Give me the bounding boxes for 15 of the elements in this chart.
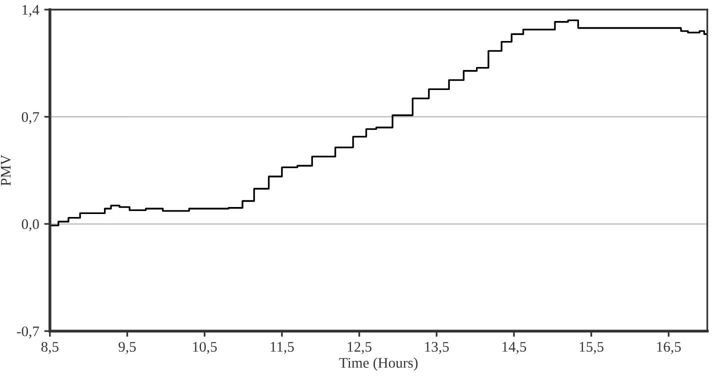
x-tick-label: 15,5 xyxy=(580,342,604,354)
x-axis-title: Time (Hours) xyxy=(339,358,418,371)
x-tick-label: 9,5 xyxy=(118,342,136,354)
x-tick-label: 11,5 xyxy=(270,342,294,354)
y-tick-label: -0,7 xyxy=(16,326,40,338)
x-tick-label: 10,5 xyxy=(193,342,217,354)
x-tick-label: 12,5 xyxy=(348,342,372,354)
y-tick-label: 0,0 xyxy=(22,219,39,232)
x-tick-label: 16,5 xyxy=(657,342,681,354)
y-tick-label: 1,4 xyxy=(22,5,40,17)
x-tick-label: 13,5 xyxy=(425,342,449,354)
y-axis-title: PMV xyxy=(0,154,11,186)
x-tick-label: 8,5 xyxy=(41,342,58,354)
y-tick-label: 0,7 xyxy=(22,112,40,124)
x-tick-label: 14,5 xyxy=(502,342,526,354)
